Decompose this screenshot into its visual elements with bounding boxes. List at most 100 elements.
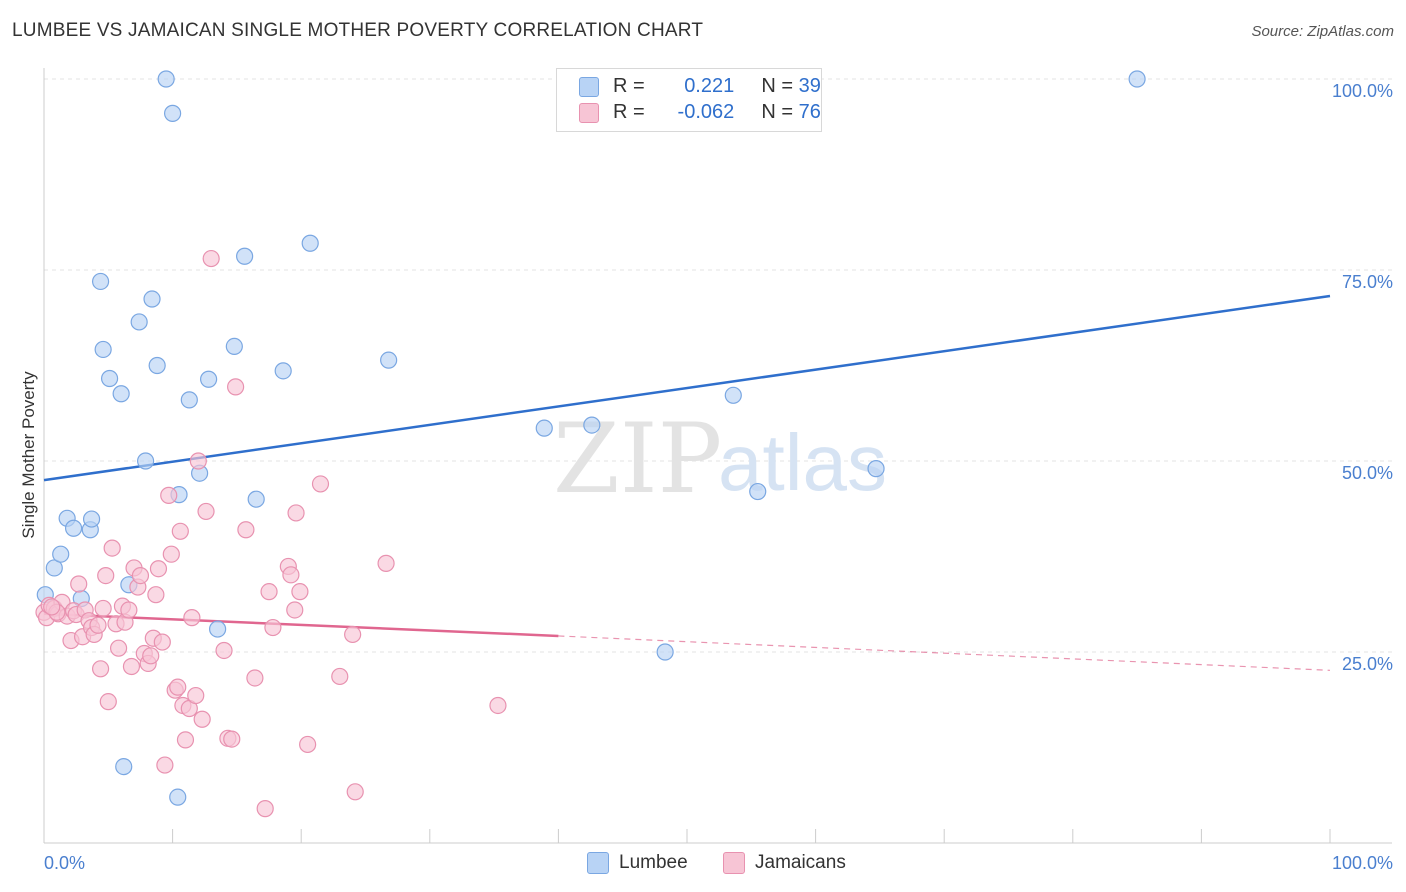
jamaican-point — [162, 545, 180, 563]
jamaican-point — [97, 566, 115, 585]
lumbee-point — [724, 386, 742, 404]
jamaican-point — [282, 566, 300, 584]
lumbee-point — [45, 559, 63, 577]
axes — [43, 68, 1392, 844]
bottom-legend-label-jamaicans: Jamaicans — [755, 852, 846, 873]
jamaican-point — [260, 583, 278, 601]
jamaican-point — [147, 586, 165, 604]
lumbee-point — [225, 337, 243, 355]
y-tick-label: 25.0% — [1342, 654, 1393, 674]
jamaican-point — [223, 730, 241, 748]
lumbee-point — [52, 545, 70, 563]
watermark-atlas: atlas — [718, 418, 887, 507]
lumbee-point — [91, 272, 110, 291]
lumbee-point — [115, 757, 133, 776]
jamaican-point — [120, 601, 138, 619]
jamaican-point — [237, 521, 255, 539]
legend-r-label: R = — [613, 75, 645, 97]
jamaican-point — [176, 731, 195, 749]
lumbee-point — [247, 490, 265, 508]
jamaican-point — [109, 639, 128, 657]
y-tick-label: 50.0% — [1342, 463, 1393, 483]
jamaican-point — [299, 735, 317, 754]
x-tick-label: 100.0% — [1332, 853, 1393, 873]
jamaican-point — [156, 756, 174, 774]
lumbee-point — [867, 460, 885, 478]
jamaican-point — [43, 598, 61, 616]
jamaican-point — [189, 452, 207, 470]
jamaican-point — [153, 633, 171, 651]
jamaican-point — [142, 647, 160, 665]
jamaican-point — [344, 625, 362, 644]
jamaican-point — [311, 475, 330, 493]
jamaican-point — [287, 504, 305, 522]
chart-source: Source: ZipAtlas.com — [1251, 23, 1394, 40]
lumbee-point — [82, 510, 101, 528]
lumbee-point — [301, 234, 319, 252]
lumbee-point — [656, 643, 674, 661]
lumbee-point — [169, 788, 187, 806]
jamaican-point — [489, 696, 507, 715]
lumbee-point — [136, 452, 155, 470]
jamaican-point — [264, 618, 282, 637]
legend-r-value: -0.062 — [677, 101, 735, 123]
jamaican-point — [377, 554, 395, 572]
lumbee-point — [94, 340, 112, 359]
jamaican-point — [227, 378, 245, 396]
jamaican-point — [149, 560, 168, 578]
lumbee-point — [1128, 70, 1146, 88]
legend-n-label: N = — [761, 101, 794, 123]
jamaican-trend-line-dashed — [558, 635, 1331, 671]
lumbee-point — [157, 70, 175, 88]
lumbee-point — [64, 519, 83, 537]
jamaican-point — [331, 667, 349, 686]
jamaican-point — [286, 601, 304, 619]
jamaican-point — [94, 599, 112, 618]
legend-r-value: 0.221 — [684, 75, 735, 97]
lumbee-point — [583, 416, 601, 434]
lumbee-point — [130, 313, 148, 331]
bottom-legend-swatch-jamaicans — [723, 852, 745, 874]
x-tick-label: 0.0% — [44, 853, 85, 873]
jamaican-point — [202, 249, 220, 268]
jamaican-point — [291, 583, 309, 601]
stats-legend: R = 0.221 N = 39 R = -0.062 N = 76 — [556, 68, 822, 132]
lumbee-point — [148, 356, 166, 375]
jamaican-point — [169, 678, 187, 696]
jamaican-point — [246, 669, 264, 687]
legend-n-value: 76 — [798, 101, 821, 123]
watermark-zip: ZIP — [553, 403, 722, 515]
jamaican-point — [346, 783, 364, 801]
y-tick-label: 75.0% — [1342, 272, 1393, 292]
lumbee-point — [749, 482, 767, 501]
watermark: ZIP atlas — [553, 403, 887, 515]
jamaican-point — [171, 522, 189, 540]
jamaican-point — [193, 710, 211, 728]
lumbee-point — [535, 419, 553, 437]
lumbee-trend-line — [43, 294, 1331, 482]
jamaican-point — [91, 660, 110, 678]
jamaican-point — [183, 609, 201, 627]
lumbee-point — [143, 290, 161, 308]
jamaican-point — [187, 686, 205, 705]
legend-swatch-lumbee — [579, 77, 599, 97]
jamaican-point — [256, 800, 274, 818]
jamaican-point — [122, 657, 141, 676]
bottom-legend-swatch-lumbee — [587, 852, 609, 874]
jamaican-point — [103, 539, 121, 557]
jamaican-point — [70, 575, 88, 593]
lumbee-point — [200, 370, 218, 388]
data-points — [35, 70, 1146, 818]
lumbee-point — [112, 385, 130, 403]
chart-title: LUMBEE VS JAMAICAN SINGLE MOTHER POVERTY… — [12, 20, 704, 41]
legend-r-label: R = — [613, 101, 645, 123]
lumbee-point — [209, 620, 227, 638]
y-tick-label: 100.0% — [1332, 81, 1393, 101]
lumbee-point — [180, 391, 198, 409]
grid-lines — [44, 78, 1392, 653]
jamaican-point — [215, 641, 233, 660]
jamaican-point — [160, 486, 178, 504]
legend-swatch-jamaicans — [579, 103, 599, 123]
lumbee-point — [380, 351, 398, 369]
